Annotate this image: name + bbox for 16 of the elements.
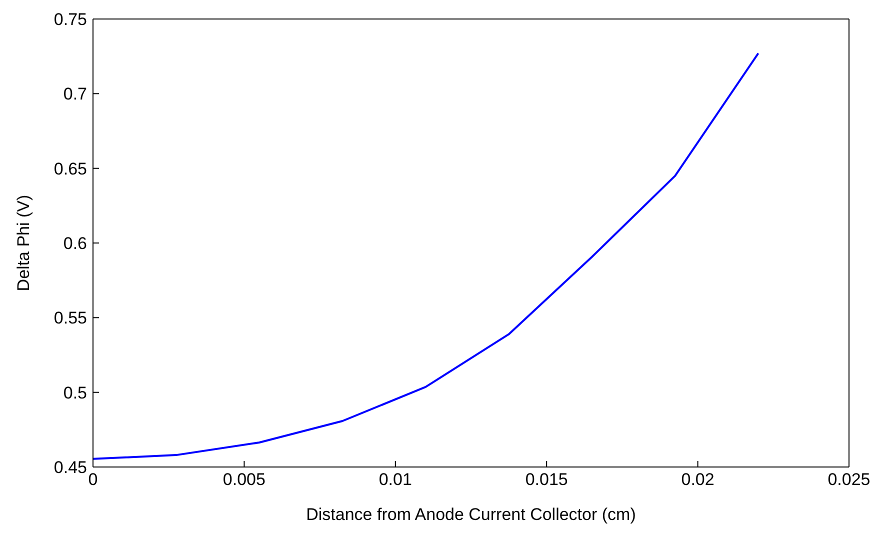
- y-tick-label: 0.5: [63, 383, 87, 402]
- x-tick-label: 0: [88, 470, 98, 490]
- x-tick-label: 0.005: [222, 470, 266, 490]
- y-tick-label: 0.65: [54, 159, 87, 178]
- x-tick-label: 0.025: [828, 470, 870, 490]
- y-axis-title: Delta Phi (V): [14, 194, 34, 292]
- x-tick-label: 0.02: [681, 470, 714, 490]
- y-tick-label: 0.75: [54, 10, 87, 30]
- line-series: [93, 52, 760, 460]
- y-tick-label: 0.45: [54, 458, 87, 478]
- x-tick-label: 0.01: [378, 470, 412, 490]
- x-axis-title: Distance from Anode Current Collector (cm): [306, 505, 636, 524]
- x-tick-label: 0.015: [525, 470, 568, 490]
- y-tick-label: 0.6: [63, 234, 87, 254]
- y-tick-label: 0.55: [54, 308, 87, 328]
- y-tick-label: 0.7: [63, 84, 87, 104]
